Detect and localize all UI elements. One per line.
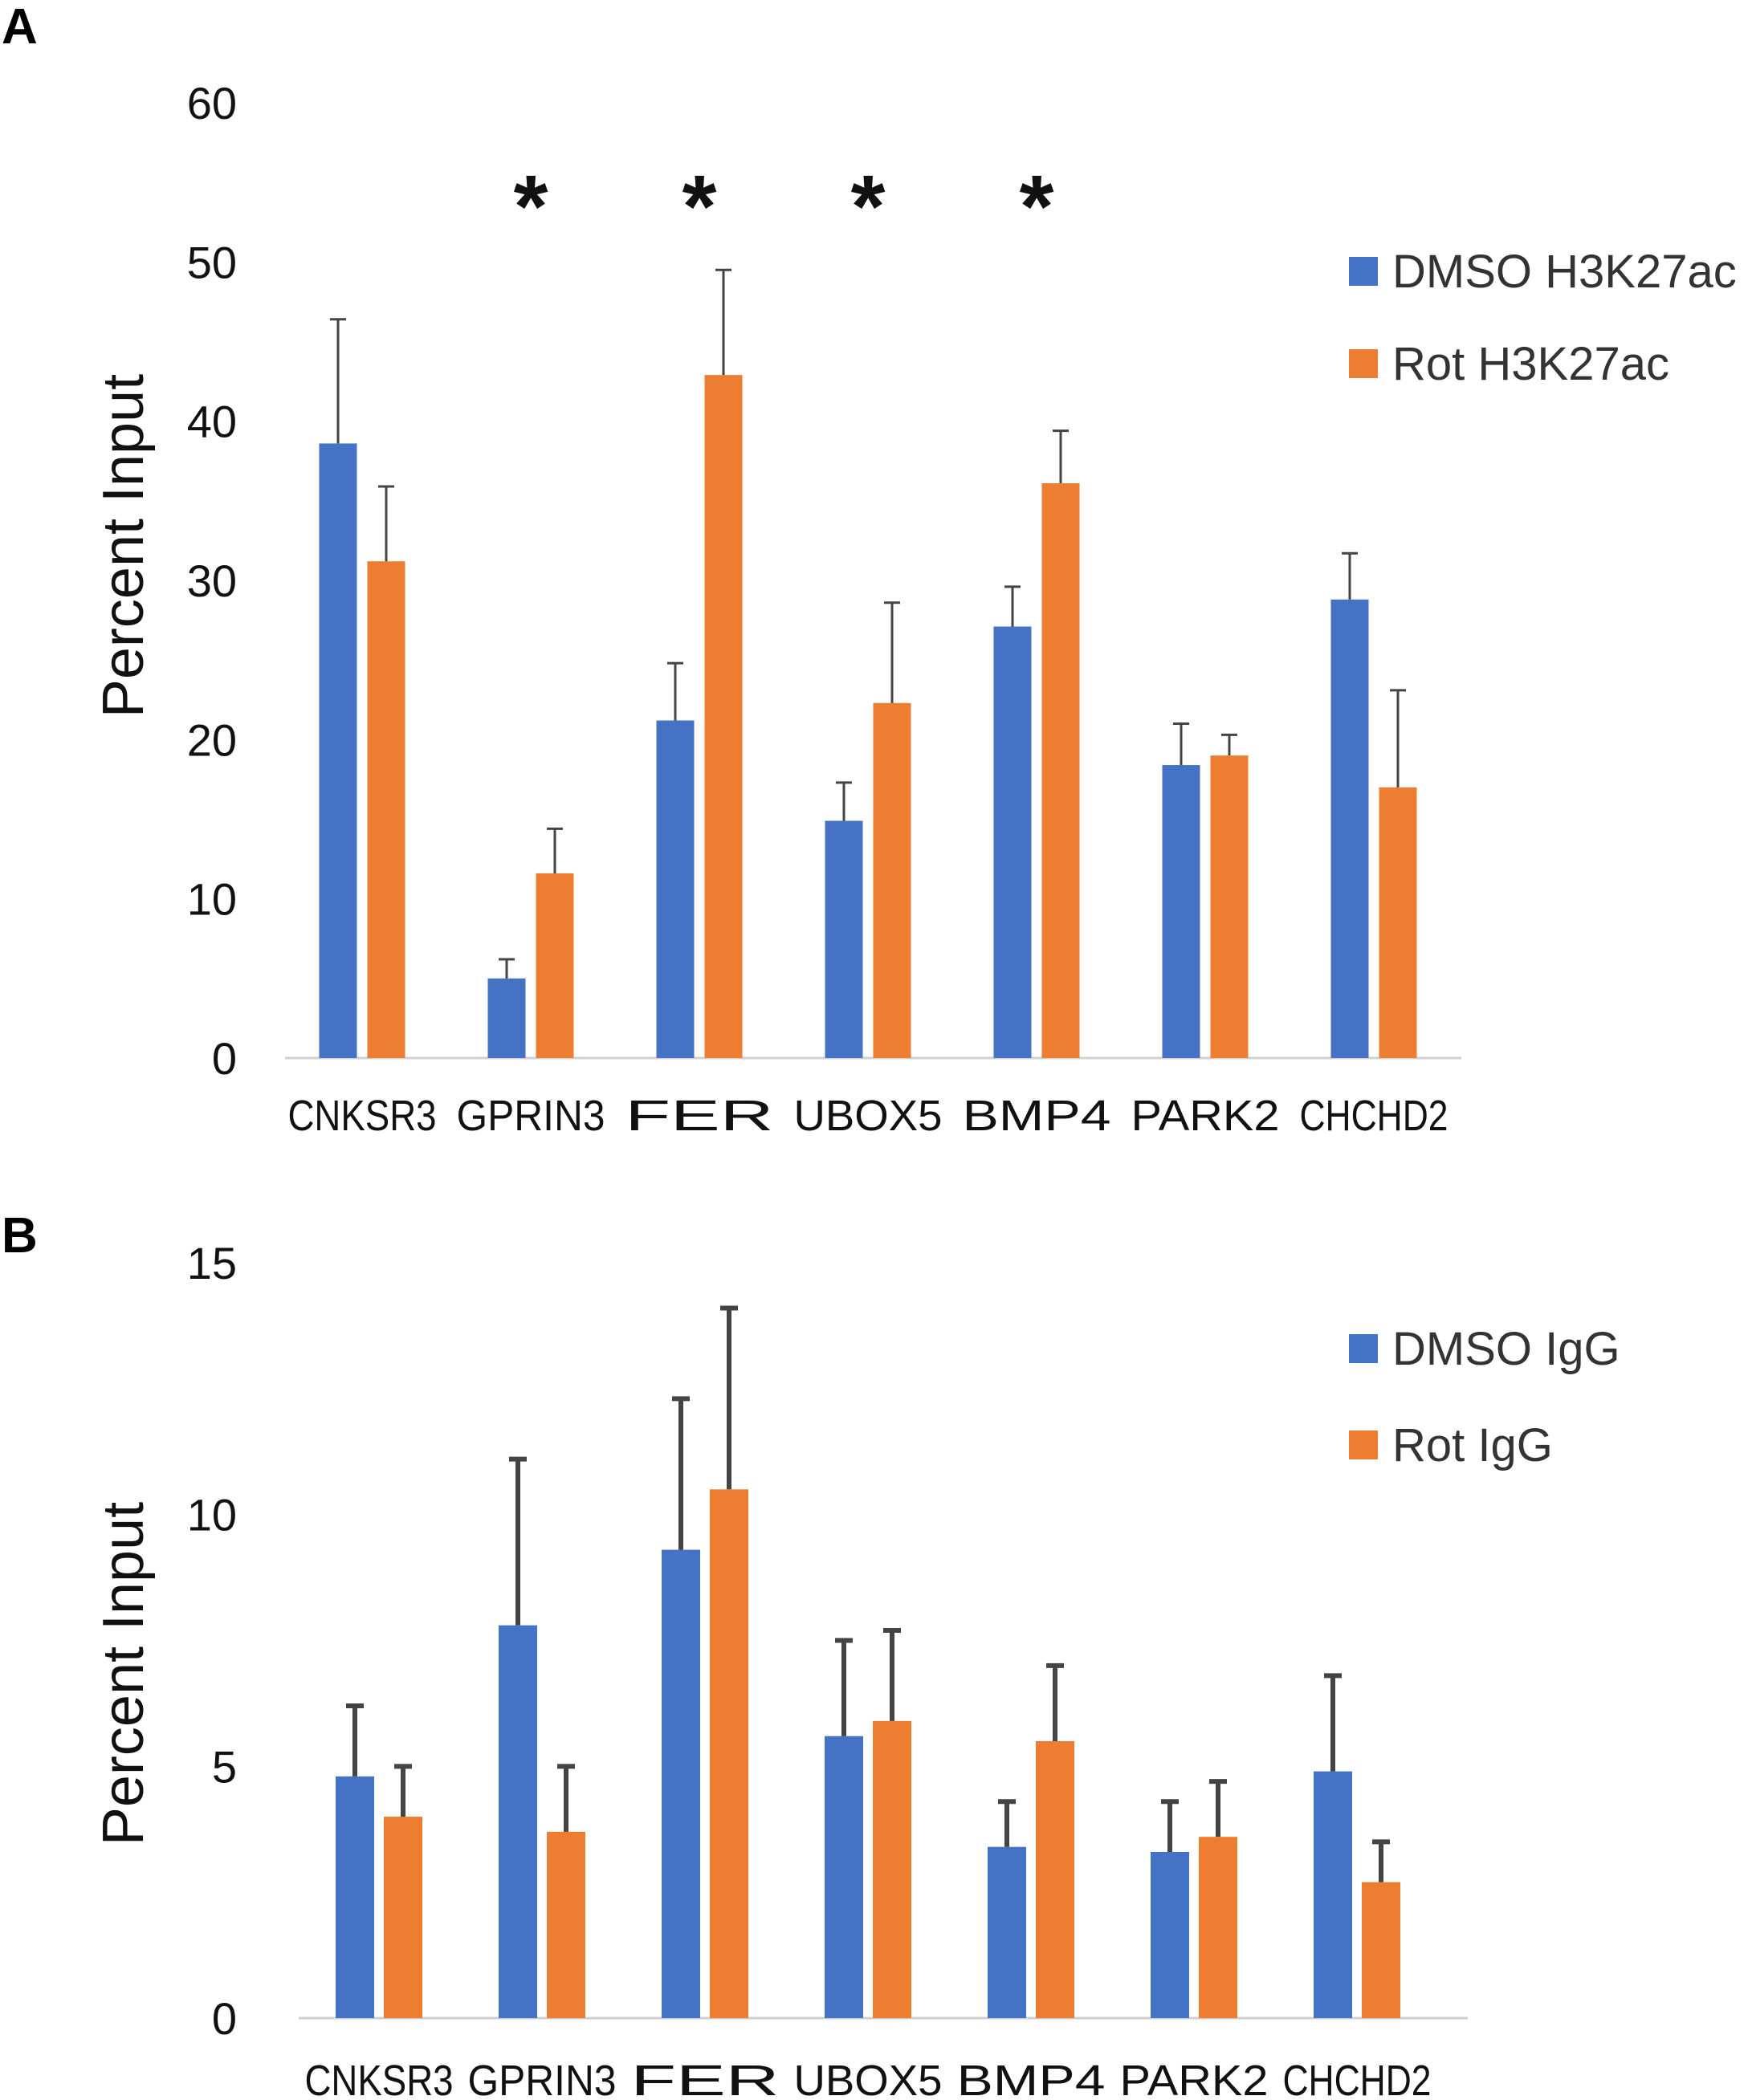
panel-a: A Percent Input 0 10 20 30 40 50 60 CNKSR3 GPRIN… bbox=[2, 0, 1737, 1140]
x-tick-label: PARK2 bbox=[1131, 1092, 1280, 1140]
y-tick-label: 60 bbox=[187, 78, 237, 128]
bar bbox=[487, 978, 526, 1058]
y-tick-label: 20 bbox=[187, 714, 237, 765]
y-tick-label: 30 bbox=[187, 556, 237, 606]
y-tick-label: 10 bbox=[187, 874, 237, 925]
legend-label: DMSO IgG bbox=[1392, 1323, 1620, 1375]
bar bbox=[825, 820, 863, 1058]
y-axis-title: Percent Input bbox=[92, 374, 156, 718]
panel-b: B Percent Input 0 5 10 15 CNKSR3 GPRIN3 FER UBO… bbox=[2, 1208, 1620, 2100]
x-tick-label: FER bbox=[625, 1092, 774, 1140]
bar bbox=[1210, 755, 1249, 1058]
bar bbox=[710, 1489, 748, 2018]
significance-marker: * bbox=[514, 157, 548, 256]
bar bbox=[873, 702, 911, 1058]
x-tick-label: GPRIN3 bbox=[457, 1092, 605, 1140]
x-tick-label: BMP4 bbox=[963, 1092, 1111, 1140]
bar bbox=[1314, 1771, 1352, 2018]
significance-marker: * bbox=[682, 157, 717, 256]
y-tick-label: 40 bbox=[187, 397, 237, 447]
bar bbox=[319, 443, 357, 1058]
bar bbox=[1162, 765, 1200, 1058]
bar bbox=[988, 1846, 1026, 2018]
x-tick-label: FER bbox=[631, 2057, 780, 2100]
x-tick-label: CHCHD2 bbox=[1300, 1092, 1449, 1140]
bar bbox=[704, 375, 743, 1058]
bar bbox=[536, 873, 574, 1058]
panel-letter-b: B bbox=[2, 1208, 38, 1264]
y-axis-title: Percent Input bbox=[92, 1502, 156, 1846]
x-tick-label: PARK2 bbox=[1120, 2057, 1269, 2100]
bar bbox=[1041, 483, 1080, 1058]
bar bbox=[1362, 1882, 1400, 2018]
significance-marker: * bbox=[1020, 157, 1054, 256]
x-tick-label: BMP4 bbox=[957, 2057, 1106, 2100]
bar bbox=[873, 1720, 911, 2018]
y-tick-label: 10 bbox=[187, 1490, 237, 1540]
legend-swatch bbox=[1349, 1334, 1378, 1363]
x-tick-label: UBOX5 bbox=[794, 2057, 943, 2100]
legend-swatch bbox=[1349, 349, 1378, 378]
y-tick-label: 50 bbox=[187, 237, 237, 287]
bar bbox=[656, 720, 695, 1058]
x-tick-label: UBOX5 bbox=[794, 1092, 943, 1140]
bar bbox=[336, 1776, 374, 2018]
bar bbox=[384, 1817, 422, 2018]
bar bbox=[1199, 1837, 1237, 2018]
bar bbox=[367, 561, 405, 1058]
legend-swatch bbox=[1349, 257, 1378, 286]
bar bbox=[825, 1736, 863, 2018]
bar bbox=[499, 1625, 537, 2018]
bar bbox=[1036, 1740, 1074, 2018]
bar bbox=[547, 1831, 585, 2018]
legend-swatch bbox=[1349, 1431, 1378, 1459]
bar bbox=[993, 626, 1032, 1058]
bar bbox=[662, 1549, 700, 2018]
bar bbox=[1330, 599, 1369, 1058]
y-tick-label: 5 bbox=[212, 1741, 237, 1792]
x-tick-label: GPRIN3 bbox=[468, 2057, 617, 2100]
significance-marker: * bbox=[851, 157, 886, 256]
x-tick-label: CNKSR3 bbox=[305, 2057, 454, 2100]
y-tick-label: 0 bbox=[212, 1993, 237, 2044]
legend-label: DMSO H3K27ac bbox=[1392, 246, 1737, 298]
bar bbox=[1151, 1851, 1189, 2018]
x-tick-label: CNKSR3 bbox=[288, 1092, 437, 1140]
x-tick-label: CHCHD2 bbox=[1283, 2057, 1432, 2100]
y-tick-label: 15 bbox=[187, 1238, 237, 1288]
legend-label: Rot H3K27ac bbox=[1392, 338, 1669, 390]
bar bbox=[1379, 787, 1417, 1058]
panel-letter-a: A bbox=[2, 0, 38, 55]
y-tick-label: 0 bbox=[212, 1033, 237, 1084]
legend-label: Rot IgG bbox=[1392, 1419, 1553, 1471]
